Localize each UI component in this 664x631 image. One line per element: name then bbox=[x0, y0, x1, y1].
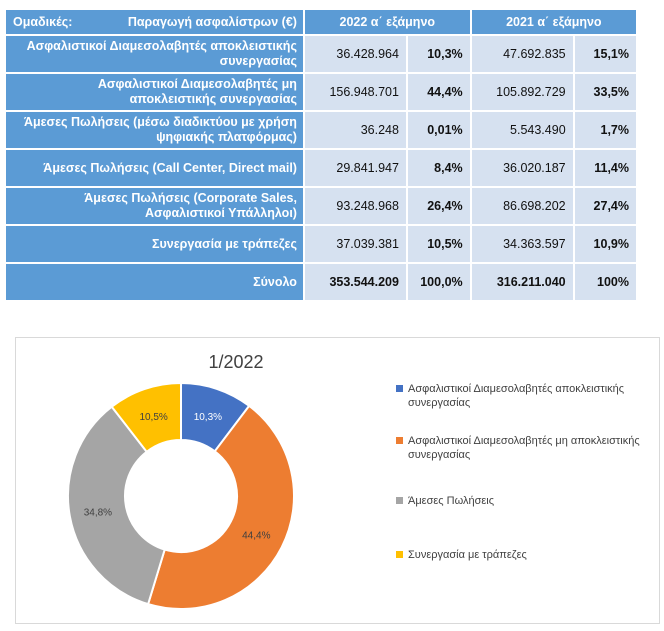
value-2022: 36.428.964 bbox=[302, 35, 407, 74]
value-2022: 93.248.968 bbox=[302, 187, 407, 226]
table-row: Ασφαλιστικοί Διαμεσολαβητές μη αποκλειστι… bbox=[6, 73, 636, 112]
table-header-row: Ομαδικές: Παραγωγή ασφαλίστρων (€) 2022 … bbox=[6, 10, 636, 36]
row-label-line-1: Άμεσες Πωλήσεις (Call Center, Direct mai… bbox=[43, 160, 297, 175]
header-group-label: Ομαδικές: bbox=[13, 14, 73, 29]
legend-item: Άμεσες Πωλήσεις bbox=[396, 494, 494, 508]
row-label-line-1: Άμεσες Πωλήσεις (μέσω διαδικτύου με χρήσ… bbox=[23, 115, 297, 129]
donut-slice-1 bbox=[146, 404, 295, 610]
share-2021: 100% bbox=[572, 263, 636, 302]
value-2021: 86.698.202 bbox=[469, 187, 574, 226]
legend-label: Ασφαλιστικοί Διαμεσολαβητές μη αποκλειστ… bbox=[408, 435, 640, 461]
row-label: Άμεσες Πωλήσεις (Call Center, Direct mai… bbox=[6, 149, 304, 188]
row-label-line-2: Ασφαλιστικοί Υπάλληλοι) bbox=[144, 206, 297, 220]
legend-swatch bbox=[396, 551, 403, 558]
legend-swatch bbox=[396, 497, 403, 504]
header-2022: 2022 α΄ εξάμηνο bbox=[302, 10, 471, 36]
legend-item: Συνεργασία με τράπεζες bbox=[396, 548, 527, 562]
legend-swatch bbox=[396, 437, 403, 444]
value-2021: 105.892.729 bbox=[469, 73, 574, 112]
share-2022: 0,01% bbox=[405, 111, 471, 150]
row-label: Ασφαλιστικοί Διαμεσολαβητές μη αποκλειστι… bbox=[6, 73, 304, 112]
share-2022: 44,4% bbox=[405, 73, 471, 112]
row-label-line-2: αποκλειστικής συνεργασίας bbox=[129, 92, 297, 106]
share-2021: 11,4% bbox=[572, 149, 636, 188]
legend-label: Ασφαλιστικοί Διαμεσολαβητές αποκλειστική… bbox=[408, 383, 625, 409]
premiums-table: Ομαδικές: Παραγωγή ασφαλίστρων (€) 2022 … bbox=[6, 10, 636, 302]
row-label: Ασφαλιστικοί Διαμεσολαβητές αποκλειστική… bbox=[6, 35, 304, 74]
row-label: Άμεσες Πωλήσεις (μέσω διαδικτύου με χρήσ… bbox=[6, 111, 304, 150]
share-2021: 27,4% bbox=[572, 187, 636, 226]
header-production-label: Παραγωγή ασφαλίστρων (€) bbox=[127, 14, 297, 29]
value-2022: 156.948.701 bbox=[302, 73, 407, 112]
value-2021: 34.363.597 bbox=[469, 225, 574, 264]
table-row: Άμεσες Πωλήσεις (Call Center, Direct mai… bbox=[6, 149, 636, 188]
row-label-line-1: Άμεσες Πωλήσεις (Corporate Sales, bbox=[84, 191, 297, 205]
donut-chart: 10,3% 44,4% 34,8% 10,5% bbox=[67, 381, 295, 610]
slice-data-label: 34,8% bbox=[84, 507, 112, 518]
share-2022: 8,4% bbox=[405, 149, 471, 188]
header-channel-cell: Ομαδικές: Παραγωγή ασφαλίστρων (€) bbox=[6, 10, 304, 36]
row-label: Συνεργασία με τράπεζες bbox=[6, 225, 304, 264]
table-row: Άμεσες Πωλήσεις (μέσω διαδικτύου με χρήσ… bbox=[6, 111, 636, 150]
legend-swatch bbox=[396, 385, 403, 392]
slice-data-label: 10,5% bbox=[139, 412, 167, 423]
row-label-line-1: Ασφαλιστικοί Διαμεσολαβητές αποκλειστική… bbox=[26, 39, 297, 53]
share-2022: 10,3% bbox=[405, 35, 471, 74]
legend-label: Συνεργασία με τράπεζες bbox=[408, 549, 527, 561]
value-2021: 316.211.040 bbox=[469, 263, 574, 302]
premiums-table-container: Ομαδικές: Παραγωγή ασφαλίστρων (€) 2022 … bbox=[6, 10, 636, 302]
value-2021: 36.020.187 bbox=[469, 149, 574, 188]
row-label-line-1: Συνεργασία με τράπεζες bbox=[152, 236, 297, 251]
slice-data-label: 10,3% bbox=[194, 412, 222, 423]
value-2022: 353.544.209 bbox=[302, 263, 407, 302]
share-2021: 1,7% bbox=[572, 111, 636, 150]
donut-slice-3 bbox=[110, 381, 182, 454]
value-2021: 47.692.835 bbox=[469, 35, 574, 74]
row-label-line-1: Σύνολο bbox=[253, 274, 297, 289]
share-2021: 15,1% bbox=[572, 35, 636, 74]
header-2021: 2021 α΄ εξάμηνο bbox=[469, 10, 636, 36]
value-2022: 37.039.381 bbox=[302, 225, 407, 264]
share-2022: 100,0% bbox=[405, 263, 471, 302]
row-label-line-2: συνεργασίας bbox=[219, 54, 297, 68]
share-2022: 10,5% bbox=[405, 225, 471, 264]
value-2022: 36.248 bbox=[302, 111, 407, 150]
share-2021: 33,5% bbox=[572, 73, 636, 112]
table-row: Συνεργασία με τράπεζες 37.039.381 10,5% 34.… bbox=[6, 225, 636, 264]
share-2022: 26,4% bbox=[405, 187, 471, 226]
value-2021: 5.543.490 bbox=[469, 111, 574, 150]
row-label-line-2: ψηφιακής πλατφόρμας) bbox=[156, 130, 297, 144]
legend-item: Ασφαλιστικοί Διαμεσολαβητές αποκλειστική… bbox=[396, 382, 656, 410]
donut-slice-2 bbox=[67, 405, 166, 606]
chart-title: 1/2022 bbox=[208, 352, 264, 372]
donut-chart-panel: 1/2022 10,3% 44,4% 34,8% 10,5% Ασφαλιστικοί… bbox=[15, 337, 660, 624]
share-2021: 10,9% bbox=[572, 225, 636, 264]
value-2022: 29.841.947 bbox=[302, 149, 407, 188]
table-row: Άμεσες Πωλήσεις (Corporate Sales, Ασφαλισ… bbox=[6, 187, 636, 226]
row-label: Σύνολο bbox=[6, 263, 304, 302]
slice-data-label: 44,4% bbox=[242, 530, 270, 541]
legend-label: Άμεσες Πωλήσεις bbox=[408, 495, 495, 507]
row-label-line-1: Ασφαλιστικοί Διαμεσολαβητές μη bbox=[97, 77, 297, 91]
legend-item: Ασφαλιστικοί Διαμεσολαβητές μη αποκλειστ… bbox=[396, 434, 656, 462]
table-row: Ασφαλιστικοί Διαμεσολαβητές αποκλειστική… bbox=[6, 35, 636, 74]
table-row: Σύνολο 353.544.209 100,0% 316.211.040 100% bbox=[6, 263, 636, 302]
row-label: Άμεσες Πωλήσεις (Corporate Sales, Ασφαλισ… bbox=[6, 187, 304, 226]
